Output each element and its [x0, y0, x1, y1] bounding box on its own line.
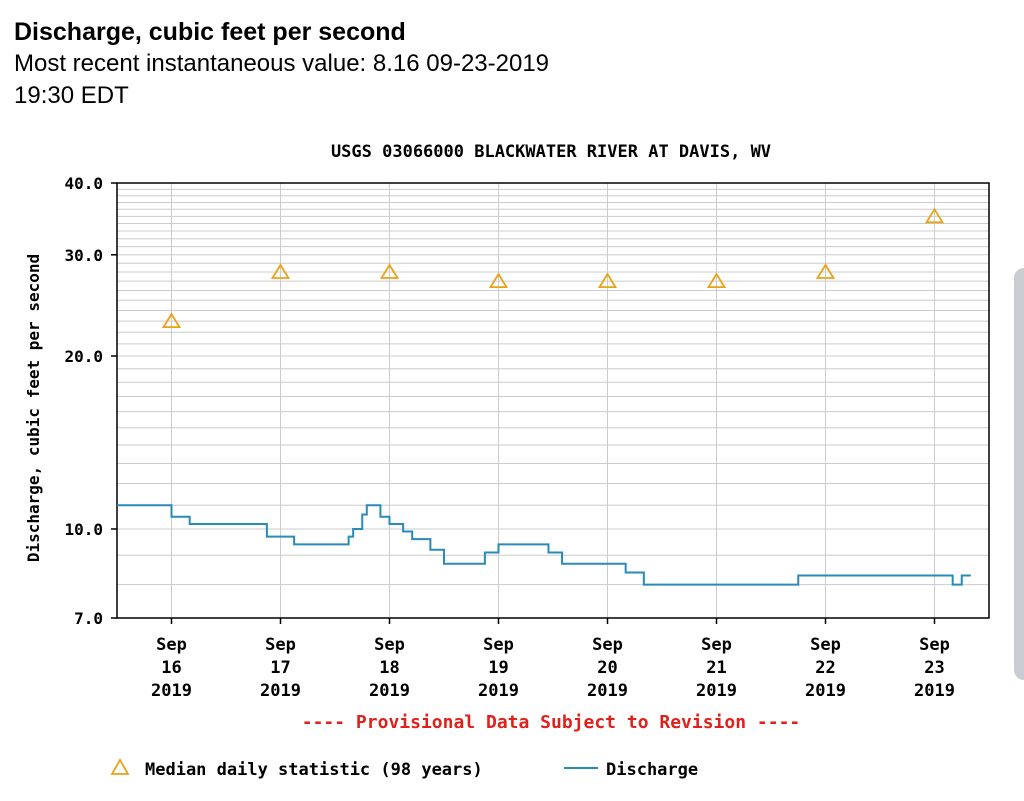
- y-tick-label: 7.0: [74, 609, 103, 628]
- x-tick-label: Sep: [265, 635, 296, 655]
- x-tick-label: 2019: [478, 681, 519, 701]
- x-tick-label: 2019: [587, 681, 628, 701]
- x-tick-label: 16: [161, 658, 181, 678]
- x-tick-label: Sep: [701, 635, 732, 655]
- recent-value-text: Most recent instantaneous value: 8.16 09…: [14, 50, 550, 77]
- x-tick-label: Sep: [374, 635, 405, 655]
- x-tick-label: 20: [597, 658, 617, 678]
- x-tick-label: Sep: [156, 635, 187, 655]
- x-tick-label: 2019: [151, 681, 192, 701]
- median-marker: [270, 263, 291, 279]
- median-marker: [815, 263, 836, 279]
- x-tick-label: Sep: [483, 635, 514, 655]
- x-tick-label: 2019: [696, 681, 737, 701]
- median-marker: [379, 263, 400, 279]
- provisional-note: ---- Provisional Data Subject to Revisio…: [302, 712, 801, 733]
- x-tick-label: 2019: [369, 681, 410, 701]
- recent-time-text: 19:30 EDT: [14, 82, 129, 109]
- page-title: Discharge, cubic feet per second: [14, 18, 406, 46]
- x-axis: Sep 16 2019 Sep 17 2019 Sep 18 2019 Sep 19 2019 Sep 2…: [151, 618, 955, 701]
- scroll-indicator[interactable]: [1014, 268, 1024, 680]
- chart-title: USGS 03066000 BLACKWATER RIVER AT DAVIS,…: [331, 142, 771, 162]
- x-tick-label: 23: [924, 658, 944, 678]
- y-tick-label: 40.0: [64, 174, 103, 193]
- x-tick-label: Sep: [810, 635, 841, 655]
- x-tick-label: 17: [270, 658, 290, 678]
- x-tick-label: 19: [488, 658, 508, 678]
- y-axis-label: Discharge, cubic feet per second: [24, 254, 43, 562]
- x-tick-label: Sep: [592, 635, 623, 655]
- y-axis: 7.0 10.0 20.0 30.0 40.0: [64, 174, 117, 628]
- x-tick-label: Sep: [919, 635, 950, 655]
- x-tick-label: 2019: [260, 681, 301, 701]
- median-marker: [597, 272, 618, 288]
- legend-discharge-label: Discharge: [606, 760, 698, 780]
- median-marker: [924, 207, 945, 224]
- legend-median-marker-icon: [110, 758, 130, 775]
- x-tick-label: 18: [379, 658, 399, 678]
- plot-frame: [116, 182, 990, 619]
- grid-layer: [117, 183, 989, 618]
- discharge-series-line: [117, 504, 971, 586]
- median-markers: [161, 207, 945, 329]
- x-tick-label: 22: [815, 658, 835, 678]
- x-tick-label: 2019: [914, 681, 955, 701]
- legend-median-label: Median daily statistic (98 years): [145, 760, 483, 780]
- x-tick-label: 2019: [805, 681, 846, 701]
- legend: Median daily statistic (98 years) Discha…: [110, 758, 698, 780]
- median-marker: [706, 272, 727, 288]
- y-tick-label: 20.0: [64, 347, 103, 366]
- y-tick-label: 30.0: [64, 246, 103, 265]
- median-marker: [161, 312, 182, 329]
- y-tick-label: 10.0: [64, 520, 103, 539]
- median-marker: [488, 272, 509, 288]
- x-tick-label: 21: [706, 658, 726, 678]
- header: Discharge, cubic feet per second Most re…: [14, 16, 549, 112]
